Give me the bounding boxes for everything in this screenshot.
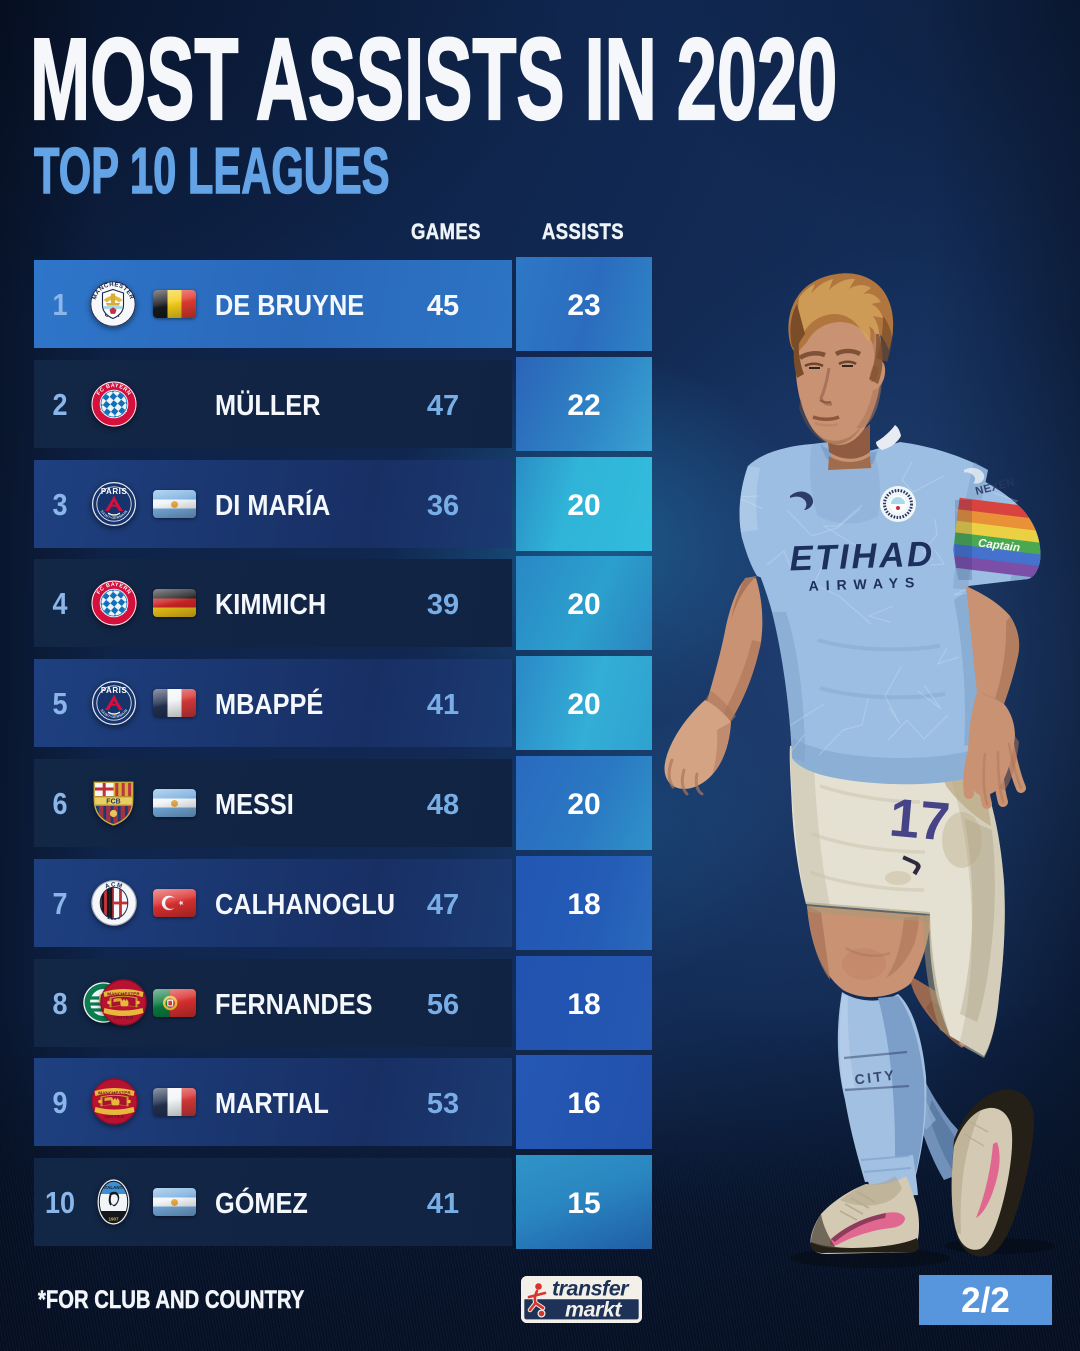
svg-text:1907: 1907 (108, 1217, 119, 1222)
svg-text:ETIHAD: ETIHAD (789, 534, 936, 578)
svg-text:transfer: transfer (552, 1277, 630, 1301)
svg-text:Captain: Captain (977, 537, 1020, 554)
svg-text:AIRWAYS: AIRWAYS (808, 574, 921, 594)
svg-text:UNITED: UNITED (104, 1114, 124, 1119)
svg-text:CITY: CITY (854, 1067, 898, 1088)
svg-text:markt: markt (565, 1298, 622, 1322)
svg-text:ACM: ACM (104, 881, 124, 890)
svg-text:FCB: FCB (106, 799, 120, 806)
svg-text:ATALANTA: ATALANTA (102, 1185, 126, 1190)
svg-text:MANCHESTER: MANCHESTER (98, 1091, 131, 1096)
svg-text:UNITED: UNITED (113, 1015, 133, 1020)
svg-text:17: 17 (887, 788, 952, 853)
svg-text:MANCHESTER: MANCHESTER (107, 992, 140, 997)
svg-text:PARIS: PARIS (101, 487, 128, 496)
svg-text:PARIS: PARIS (101, 686, 128, 695)
